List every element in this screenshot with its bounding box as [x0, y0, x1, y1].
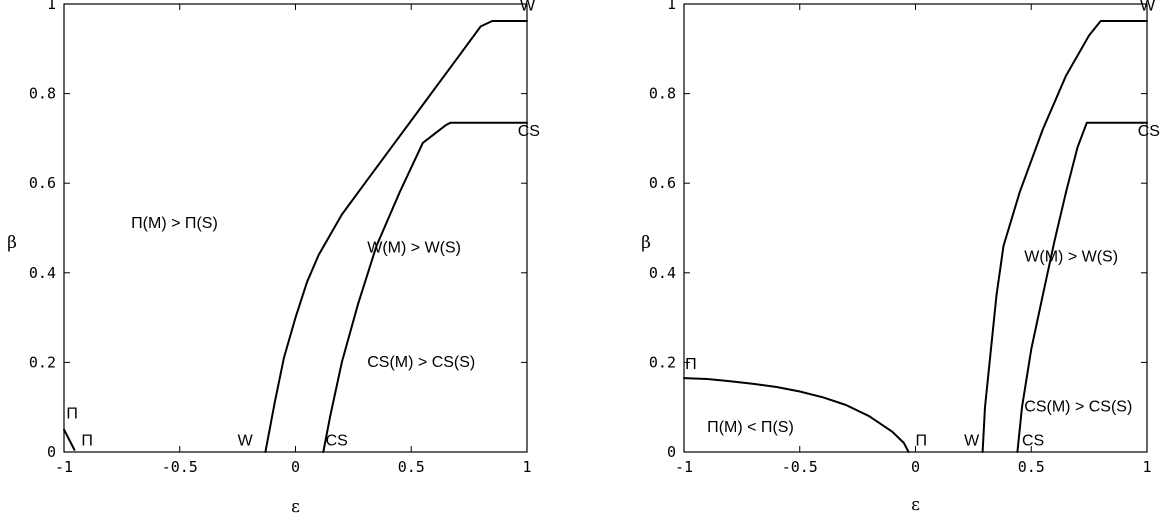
y-tick-label: 0.4: [649, 264, 676, 282]
y-axis-label: β: [641, 233, 651, 253]
y-tick-label: 1: [47, 0, 56, 13]
x-tick-label: 1: [1142, 458, 1151, 476]
region-annotation: W: [1140, 0, 1156, 15]
y-tick-label: 0.6: [29, 174, 56, 192]
x-axis-label: ε: [911, 495, 920, 515]
x-tick-label: 0.5: [1018, 458, 1045, 476]
x-tick-label: 0.5: [398, 458, 425, 476]
x-tick-label: -0.5: [162, 458, 198, 476]
x-tick-label: 1: [522, 458, 531, 476]
y-tick-label: 0.2: [649, 353, 676, 371]
region-annotation: Π: [66, 405, 78, 422]
x-tick-label: -1: [55, 458, 73, 476]
region-annotation: CS: [326, 432, 348, 449]
region-annotation: Π: [685, 356, 697, 373]
left-chart-panel: -1 -0.5 0 0.5 1 0 0.2 0.4 0.6 0.8 1 ε β W CS Π(M) > Π(S…: [7, 0, 540, 517]
boundary-curve: [981, 20, 1148, 453]
y-tick-label: 0: [47, 443, 56, 461]
region-annotation: CS(M) > CS(S): [367, 354, 475, 371]
y-tick-label: 1: [667, 0, 676, 13]
region-annotation: W(M) > W(S): [1024, 249, 1118, 266]
x-tick-label: 0: [911, 458, 920, 476]
boundary-curve: [264, 20, 528, 453]
region-annotation: CS: [1022, 432, 1044, 449]
x-tick-label: -1: [675, 458, 693, 476]
boundary-curve: [683, 377, 910, 453]
region-annotation: Π: [916, 432, 928, 449]
region-annotation: Π(M) > Π(S): [131, 215, 218, 232]
right-chart-panel: -1 -0.5 0 0.5 1 0 0.2 0.4 0.6 0.8 1 ε β W CS W(M) > W(S…: [641, 0, 1160, 515]
x-tick-label: -0.5: [782, 458, 818, 476]
region-annotation: CS: [518, 123, 540, 140]
y-tick-label: 0: [667, 443, 676, 461]
region-annotation: W(M) > W(S): [367, 240, 461, 257]
region-annotation: Π: [81, 432, 93, 449]
y-axis-label: β: [7, 233, 17, 253]
y-tick-label: 0.2: [29, 353, 56, 371]
y-tick-label: 0.8: [29, 85, 56, 103]
x-tick-label: 0: [291, 458, 300, 476]
region-annotation: CS: [1138, 123, 1160, 140]
region-annotation: W: [520, 0, 536, 15]
y-tick-label: 0.4: [29, 264, 56, 282]
region-annotation: Π(M) < Π(S): [707, 419, 794, 436]
y-tick-label: 0.6: [649, 174, 676, 192]
region-annotation: CS(M) > CS(S): [1024, 399, 1132, 416]
region-annotation: W: [238, 432, 254, 449]
boundary-curve: [1016, 121, 1148, 453]
boundary-curve: [322, 121, 528, 453]
x-axis-label: ε: [291, 497, 300, 517]
region-annotation: W: [964, 432, 980, 449]
boundary-curve: [63, 428, 76, 451]
y-tick-label: 0.8: [649, 85, 676, 103]
